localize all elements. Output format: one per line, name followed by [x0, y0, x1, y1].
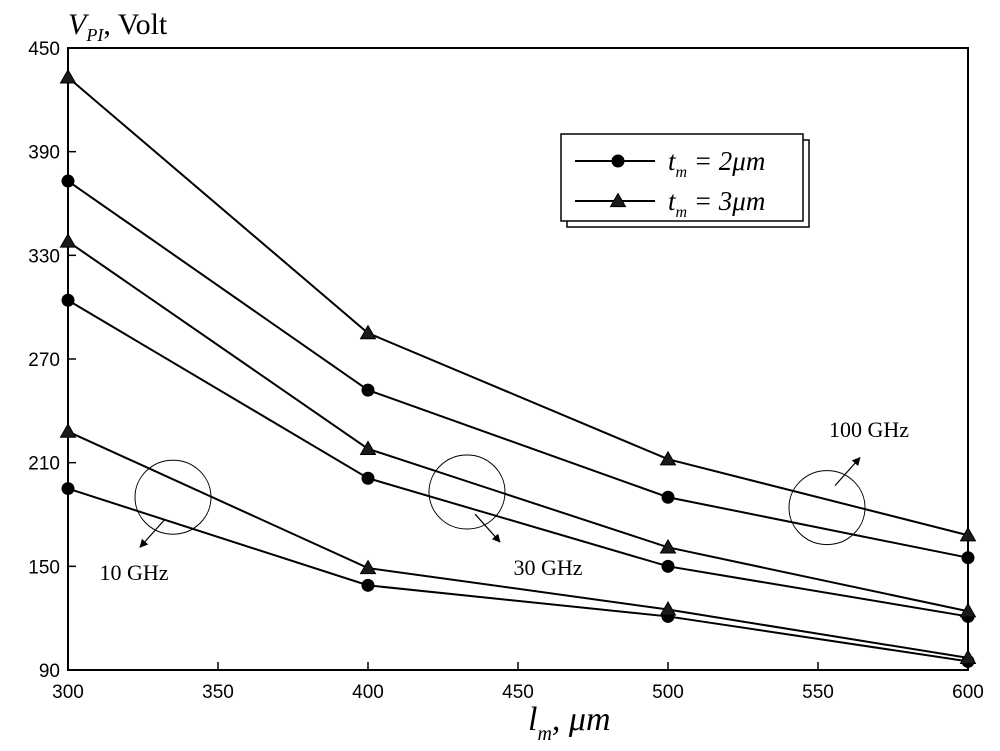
series-2: [59, 423, 977, 665]
data-point-triangle: [959, 602, 977, 618]
y-tick-label: 270: [28, 350, 60, 371]
group-ellipse: [788, 470, 866, 546]
data-point-triangle: [659, 538, 677, 554]
legend-entry-1: tm = 2μm: [575, 146, 765, 181]
y-tick-label: 90: [39, 661, 60, 682]
x-axis-label-unit: , μm: [552, 701, 611, 738]
y-axis-label-unit: , Volt: [103, 8, 168, 41]
annotation-arrow: [834, 456, 861, 486]
data-point-circle: [661, 559, 675, 573]
y-axis-label-var: V: [68, 8, 90, 41]
data-point-triangle: [59, 68, 77, 84]
series-line: [67, 487, 969, 663]
annotations: 10 GHz 30 GHz 100 GHz: [99, 417, 909, 585]
data-point-circle: [961, 551, 975, 565]
y-tick-label: 150: [28, 557, 60, 578]
series-3: [61, 293, 975, 623]
x-axis-label: lm, μm: [528, 701, 611, 745]
x-tick-label: 350: [202, 682, 234, 703]
series-4: [59, 233, 977, 618]
legend-marker-triangle: [609, 192, 627, 208]
y-axis-label-sub: PI: [85, 25, 104, 45]
x-tick-label: 450: [502, 682, 534, 703]
legend: tm = 2μm tm = 3μm: [560, 133, 810, 228]
annotation-arrow: [139, 518, 166, 548]
y-tick-label: 450: [28, 39, 60, 60]
x-tick-label: 300: [52, 682, 84, 703]
data-point-circle: [361, 578, 375, 592]
y-tick-label: 390: [28, 143, 60, 164]
group-ellipse: [428, 454, 506, 530]
legend-frame: [560, 133, 804, 222]
annotation-arrow: [474, 513, 501, 543]
series-line: [67, 180, 969, 559]
data-point-triangle: [659, 450, 677, 466]
x-tick-label: 550: [802, 682, 834, 703]
series-line: [67, 299, 969, 618]
x-tick-label: 600: [952, 682, 984, 703]
y-tick-label: 210: [28, 454, 60, 475]
data-point-triangle: [59, 233, 77, 248]
y-tick-label: 330: [28, 246, 60, 267]
data-point-triangle: [359, 440, 377, 455]
annotation-label: 30 GHz: [513, 555, 582, 580]
x-tick-label: 500: [652, 682, 684, 703]
x-axis-label-var: l: [528, 701, 537, 738]
y-axis-label: VPI, Volt: [68, 8, 168, 45]
data-point-triangle: [959, 649, 977, 665]
series-6: [59, 68, 977, 542]
data-point-triangle: [359, 559, 377, 575]
series-5: [61, 174, 975, 565]
legend-entry-2: tm = 3μm: [575, 186, 765, 221]
x-axis-label-sub: m: [537, 723, 551, 745]
series-line: [67, 430, 969, 659]
data-point-circle: [61, 293, 75, 307]
x-tick-label: 400: [352, 682, 384, 703]
legend-marker-circle: [611, 154, 625, 168]
axes: 300 350 400 450 500 550 600 90 150 210 270 330 390 45…: [28, 39, 984, 703]
legend-label: tm = 2μm: [668, 146, 765, 181]
data-point-triangle: [59, 423, 77, 438]
series-group: [59, 68, 977, 668]
annotation-label: 10 GHz: [99, 560, 168, 585]
data-point-circle: [61, 482, 75, 496]
series-line: [67, 240, 969, 613]
data-point-triangle: [659, 601, 677, 616]
data-point-circle: [361, 383, 375, 397]
data-point-circle: [361, 471, 375, 485]
series-line: [67, 76, 969, 537]
data-point-circle: [61, 174, 75, 188]
group-ellipse: [134, 459, 212, 535]
data-point-triangle: [959, 526, 977, 542]
data-point-circle: [661, 490, 675, 504]
annotation-label: 100 GHz: [829, 417, 909, 442]
data-point-triangle: [359, 324, 377, 340]
legend-label: tm = 3μm: [668, 186, 765, 221]
